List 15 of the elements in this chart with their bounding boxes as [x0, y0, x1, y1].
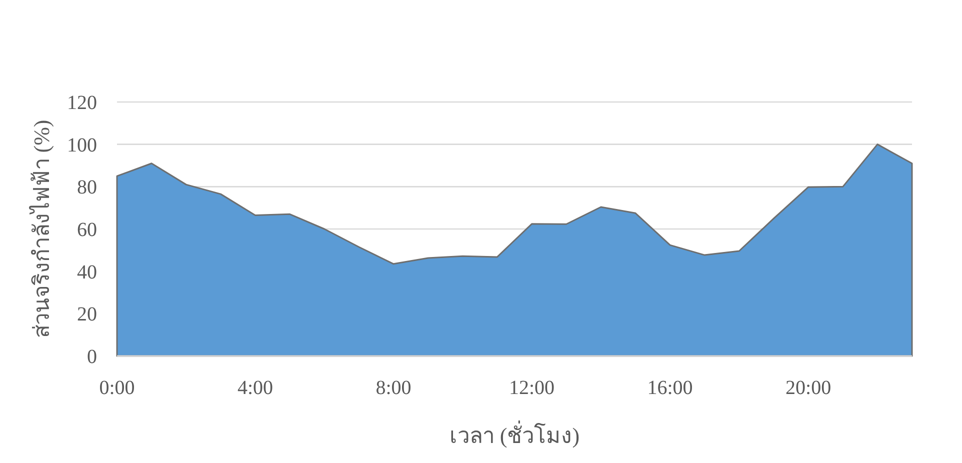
y-tick-label: 120	[67, 92, 97, 114]
x-tick-label: 12:00	[509, 377, 555, 399]
x-tick-label: 20:00	[786, 377, 832, 399]
y-tick-label: 0	[87, 346, 97, 368]
x-tick-label: 16:00	[647, 377, 693, 399]
x-tick-label: 4:00	[237, 377, 274, 399]
y-tick-label: 20	[77, 304, 97, 326]
y-tick-label: 60	[77, 219, 97, 241]
y-tick-label: 40	[77, 261, 97, 284]
x-tick-label: 8:00	[376, 377, 412, 399]
x-axis-title: เวลา (ชั่วโมง)	[449, 420, 580, 448]
y-tick-label: 100	[67, 134, 97, 156]
y-axis-title: ส่วนจริงกำลังไฟฟ้า (%)	[29, 120, 54, 338]
y-tick-label: 80	[77, 176, 97, 199]
x-tick-label: 0:00	[99, 377, 135, 399]
